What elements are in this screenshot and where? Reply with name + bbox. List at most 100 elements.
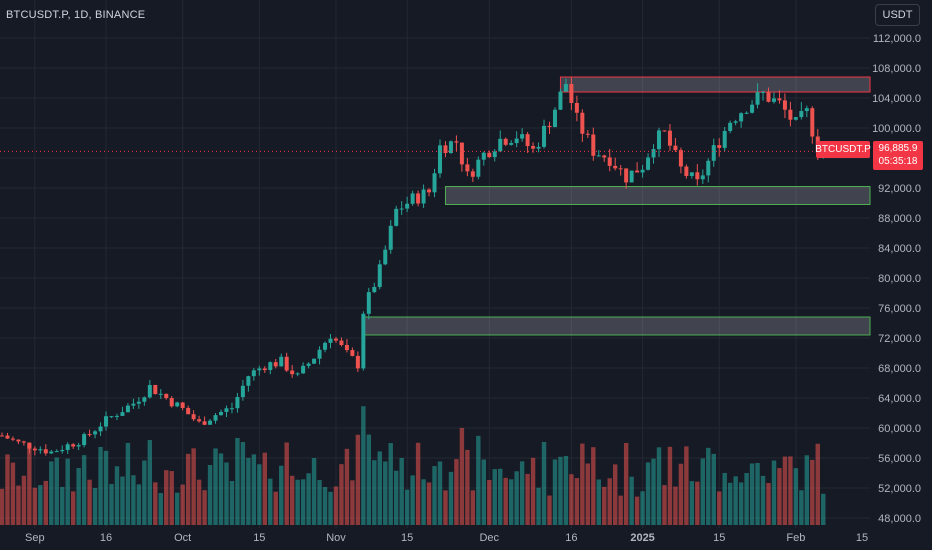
candle-body — [624, 168, 629, 183]
candle-body — [328, 338, 333, 343]
candle-body — [804, 108, 809, 112]
volume-bar — [191, 448, 196, 525]
candle-body — [312, 358, 317, 364]
currency-selector-button[interactable]: USDT — [875, 4, 920, 26]
candle-body — [438, 145, 442, 174]
volume-bar — [465, 449, 470, 525]
volume-bar — [229, 481, 235, 525]
candle-body — [657, 130, 661, 150]
candle-body — [574, 102, 579, 113]
y-tick-label: 92,000.0 — [878, 183, 921, 195]
volume-bar — [317, 480, 322, 525]
candle-body — [476, 159, 481, 177]
candle-body — [279, 356, 284, 367]
volume-bar — [158, 493, 163, 525]
candle-body — [432, 173, 437, 193]
volume-bar — [574, 478, 580, 525]
volume-bar — [383, 461, 388, 525]
volume-bar — [645, 462, 651, 525]
candle-body — [416, 193, 421, 204]
volume-bar — [799, 490, 804, 525]
volume-bar — [755, 462, 760, 525]
candle-body — [662, 130, 667, 132]
volume-bar — [459, 427, 465, 525]
candle-body — [268, 362, 273, 371]
volume-bar — [443, 490, 448, 525]
candle-body — [399, 208, 404, 210]
candle-body — [700, 175, 705, 180]
candle-body — [125, 405, 130, 413]
y-tick-label: 104,000.0 — [872, 93, 921, 105]
volume-bar — [738, 482, 744, 525]
candle-body — [164, 393, 169, 399]
candle-body — [717, 145, 722, 148]
volume-bar — [16, 485, 21, 525]
candle-body — [65, 444, 70, 450]
volume-bar — [366, 434, 372, 525]
candle-body — [76, 445, 81, 447]
volume-bar — [322, 487, 328, 525]
volume-bar — [306, 473, 311, 525]
candle-body — [563, 83, 568, 92]
candle-body — [448, 141, 453, 154]
candle-body — [722, 131, 727, 148]
candle-body — [208, 420, 213, 425]
volume-bar — [629, 476, 634, 525]
candle-body — [377, 264, 382, 287]
candle-body — [514, 138, 519, 144]
candle-body — [229, 408, 234, 410]
candle-body — [21, 441, 26, 443]
candle-body — [388, 225, 393, 250]
volume-bar — [65, 458, 70, 525]
volume-bar — [804, 455, 810, 525]
volume-bar — [656, 447, 662, 525]
x-tick-label: Sep — [25, 532, 45, 544]
candle-body — [87, 434, 92, 436]
volume-bar — [21, 475, 27, 525]
y-tick-label: 48,000.0 — [878, 513, 921, 525]
volume-bar — [618, 495, 623, 525]
candle-body — [405, 203, 410, 209]
volume-bar — [49, 461, 54, 525]
volume-bar — [344, 448, 350, 525]
candle-body — [799, 111, 804, 118]
volume-bar — [131, 475, 136, 525]
volume-bar — [782, 456, 788, 525]
y-tick-label: 68,000.0 — [878, 363, 921, 375]
candle-body — [629, 170, 634, 183]
volume-bar — [421, 479, 426, 525]
volume-bar — [711, 453, 716, 525]
y-tick-label: 88,000.0 — [878, 213, 921, 225]
x-tick-label: 15 — [401, 532, 413, 544]
volume-bar — [147, 440, 153, 525]
candle-body — [569, 83, 574, 103]
volume-bar — [749, 463, 755, 525]
candle-body — [142, 397, 147, 402]
volume-bar — [98, 446, 103, 525]
candle-body — [219, 411, 223, 416]
candle-body — [333, 338, 338, 341]
candle-body — [295, 373, 300, 375]
volume-bar — [87, 479, 92, 525]
symbol-price-tag: BTCUSDT.P — [815, 141, 871, 158]
last-price-value: 96,885.9 — [878, 143, 918, 154]
volume-bar — [558, 456, 563, 525]
candle-body — [552, 109, 557, 128]
candle-body — [323, 342, 328, 350]
candle-body — [350, 350, 355, 356]
volume-bar — [700, 458, 705, 525]
candle-body — [43, 449, 48, 454]
volume-bar — [339, 464, 344, 525]
candle-body — [301, 365, 306, 374]
candle-body — [383, 249, 388, 265]
zone-support — [444, 186, 871, 205]
volume-bar — [706, 447, 711, 525]
volume-bar — [492, 469, 497, 525]
volume-bar — [136, 484, 142, 525]
candle-body — [558, 91, 563, 110]
x-tick-label: 15 — [713, 532, 725, 544]
volume-bar — [476, 435, 481, 525]
candle-body — [766, 91, 771, 102]
volume-bar — [634, 496, 640, 525]
